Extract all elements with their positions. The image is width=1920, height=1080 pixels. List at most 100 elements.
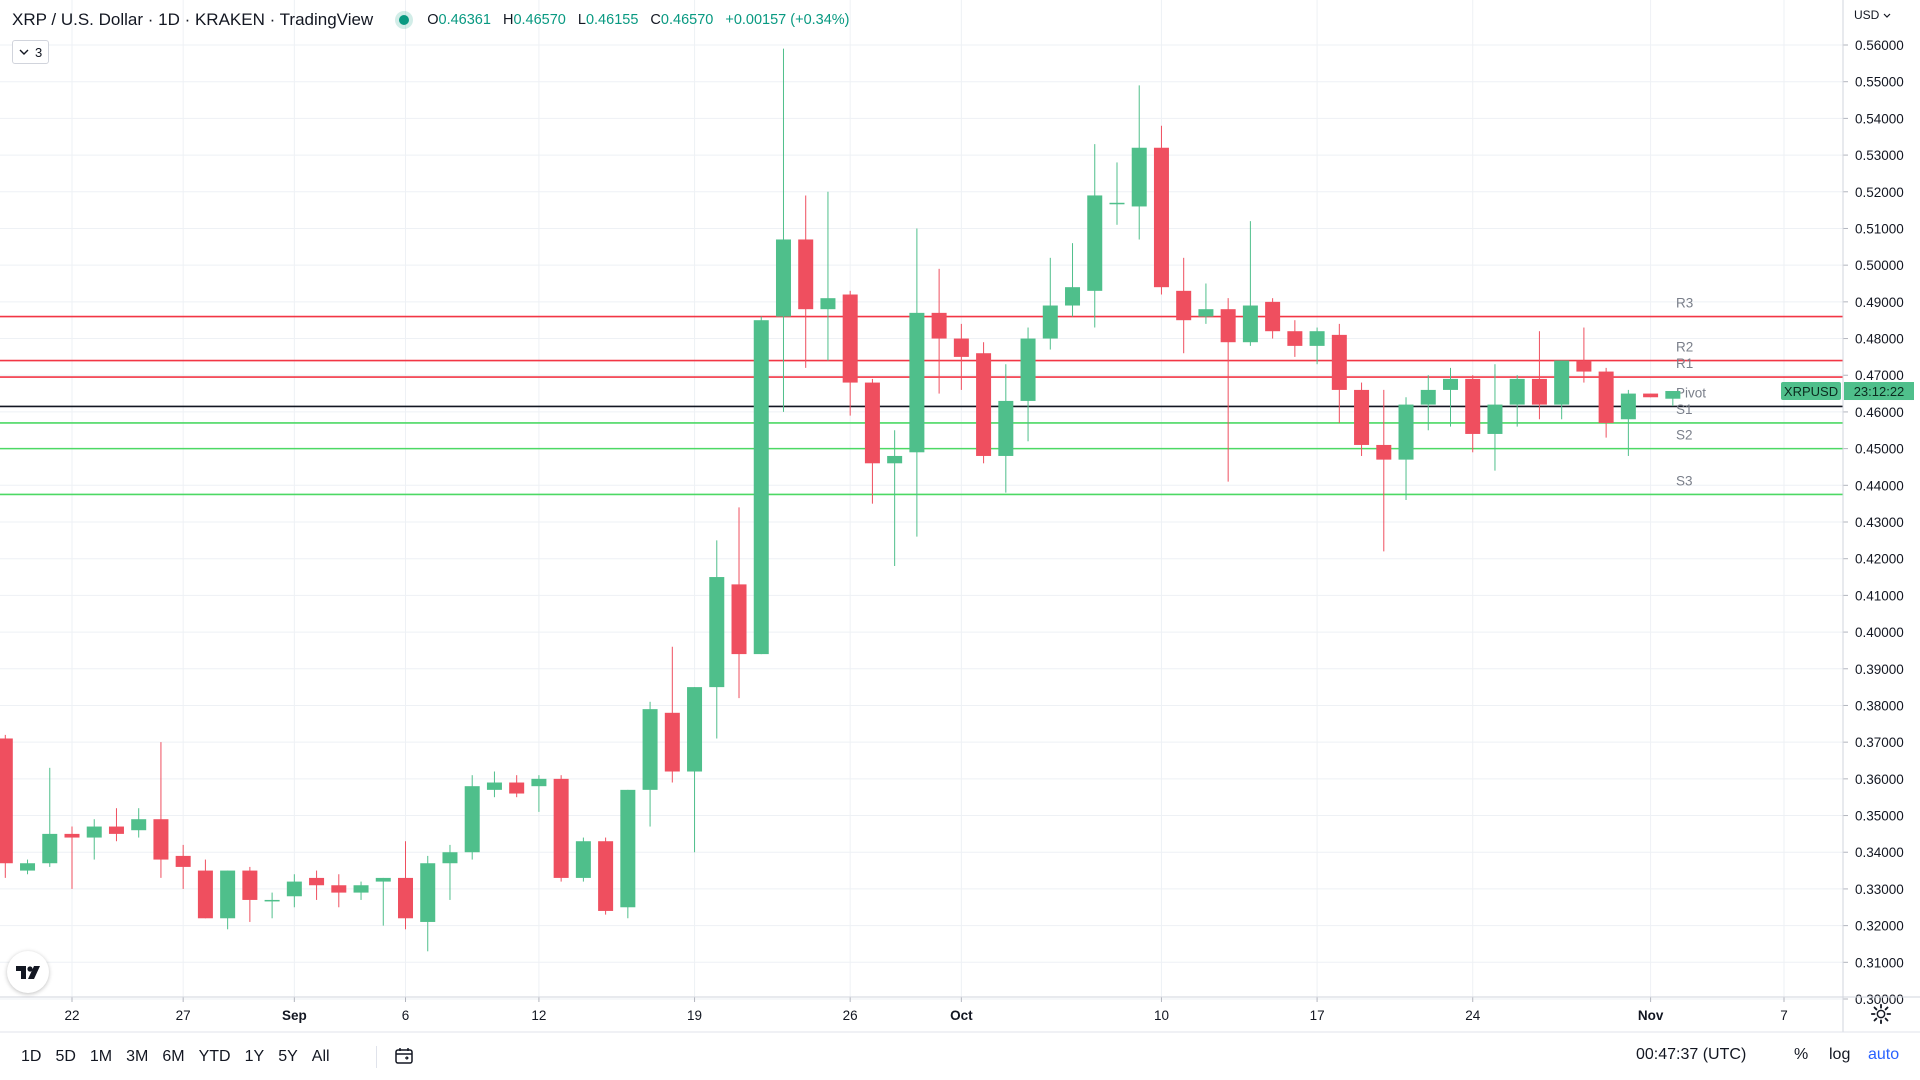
candle-down	[553, 775, 569, 882]
candle-up	[20, 859, 36, 875]
candle-body	[1509, 378, 1525, 405]
candle-body	[1087, 195, 1103, 291]
candle-body	[1220, 309, 1236, 343]
candle-down	[242, 866, 258, 922]
price-tick-label: 0.54000	[1855, 111, 1904, 126]
candle-body	[887, 455, 903, 464]
pivot-level-label: Pivot	[1676, 385, 1706, 400]
candle-body	[798, 239, 814, 310]
range-3m-button[interactable]: 3M	[126, 1048, 149, 1065]
pivot-level-label: R2	[1676, 340, 1693, 355]
pivot-level-label: R3	[1676, 296, 1693, 311]
symbol-price-badge	[1781, 382, 1841, 401]
candle-body	[64, 833, 80, 838]
candle-body	[1442, 378, 1458, 390]
candle-body	[1487, 404, 1503, 434]
candle-up	[420, 855, 436, 952]
chart-header: XRP / U.S. Dollar · 1D · KRAKEN · Tradin…	[12, 9, 850, 31]
candle-up	[442, 844, 458, 900]
pivot-level-label: S1	[1676, 402, 1693, 417]
candle-body	[442, 852, 458, 864]
range-6m-button[interactable]: 6M	[162, 1048, 185, 1065]
low-label: L	[577, 12, 586, 28]
candle-body	[709, 577, 725, 688]
candle-down	[331, 874, 347, 908]
candle-body	[1287, 331, 1303, 346]
candle-down	[64, 826, 80, 889]
candle-down	[664, 646, 680, 783]
log-scale-toggle[interactable]: log	[1829, 1046, 1851, 1063]
candle-body	[86, 826, 102, 838]
low-value: 0.46155	[585, 12, 639, 28]
candle-down	[197, 859, 213, 919]
range-1y-button[interactable]: 1Y	[244, 1048, 265, 1065]
price-tick-label: 0.40000	[1855, 625, 1904, 640]
price-tick-label: 0.56000	[1855, 38, 1904, 53]
auto-scale-toggle[interactable]: auto	[1868, 1046, 1900, 1063]
candle-body	[642, 709, 658, 790]
tradingview-logo-icon[interactable]	[7, 951, 49, 993]
range-all-button[interactable]: All	[311, 1048, 330, 1065]
candle-body	[1042, 305, 1058, 339]
candle-down	[931, 268, 947, 394]
candle-body	[0, 738, 13, 864]
utc-clock[interactable]: 00:47:37 (UTC)	[1636, 1046, 1747, 1063]
currency-selector[interactable]: USD	[1854, 8, 1891, 22]
candle-up	[86, 819, 102, 860]
price-tick-label: 0.32000	[1855, 919, 1904, 934]
candle-up	[264, 892, 280, 919]
candle-body	[1598, 371, 1614, 423]
symbol-title[interactable]: XRP / U.S. Dollar · 1D · KRAKEN · Tradin…	[12, 10, 374, 29]
countdown-badge	[1844, 382, 1914, 401]
candle-body	[820, 298, 836, 310]
candle-up	[1087, 144, 1103, 328]
ohlc-values: O0.46361 H0.46570 L0.46155 C0.46570 +0.0…	[427, 12, 849, 28]
candle-body	[331, 885, 347, 893]
candle-body	[664, 712, 680, 772]
candle-body	[20, 863, 36, 871]
candle-up	[131, 808, 147, 838]
price-tick-label: 0.42000	[1855, 552, 1904, 567]
candle-up	[1131, 85, 1147, 240]
candle-up	[1398, 397, 1414, 500]
candle-down	[175, 844, 191, 889]
range-5y-button[interactable]: 5Y	[278, 1048, 298, 1065]
range-1d-button[interactable]: 1D	[21, 1048, 42, 1065]
price-tick-label: 0.33000	[1855, 882, 1904, 897]
gear-icon[interactable]	[1870, 1003, 1892, 1025]
candle-up	[353, 881, 369, 900]
candle-up	[1554, 360, 1570, 420]
candle-body	[1265, 301, 1281, 332]
price-tick-label: 0.36000	[1855, 772, 1904, 787]
calendar-icon[interactable]	[394, 1046, 414, 1066]
range-5d-button[interactable]: 5D	[55, 1048, 76, 1065]
candle-body	[375, 877, 391, 882]
candle-down	[1354, 382, 1370, 456]
candle-down	[976, 342, 992, 464]
price-tick-label: 0.35000	[1855, 809, 1904, 824]
candle-up	[1442, 367, 1458, 427]
change-value: +0.00157 (+0.34%)	[725, 12, 850, 28]
candle-up	[909, 228, 925, 537]
price-tick-label: 0.51000	[1855, 221, 1904, 236]
candle-body	[531, 778, 547, 787]
price-tick-label: 0.55000	[1855, 75, 1904, 90]
candle-up	[1420, 375, 1436, 431]
percent-scale-toggle[interactable]: %	[1794, 1046, 1809, 1063]
candle-body	[575, 841, 591, 878]
price-tick-label: 0.37000	[1855, 735, 1904, 750]
candle-up	[1620, 389, 1636, 456]
market-status-icon	[399, 15, 410, 25]
indicators-toggle-button[interactable]: 3	[12, 40, 50, 64]
candle-body	[398, 877, 414, 919]
candle-body	[1465, 378, 1481, 434]
open-label: O	[427, 12, 439, 28]
range-ytd-button[interactable]: YTD	[198, 1048, 231, 1065]
candle-body	[131, 819, 147, 831]
price-tick-label: 0.46000	[1855, 405, 1904, 420]
time-tick-label: 22	[64, 1008, 79, 1023]
price-tick-label: 0.48000	[1855, 332, 1904, 347]
range-1m-button[interactable]: 1M	[89, 1048, 113, 1065]
candle-down	[398, 841, 414, 930]
